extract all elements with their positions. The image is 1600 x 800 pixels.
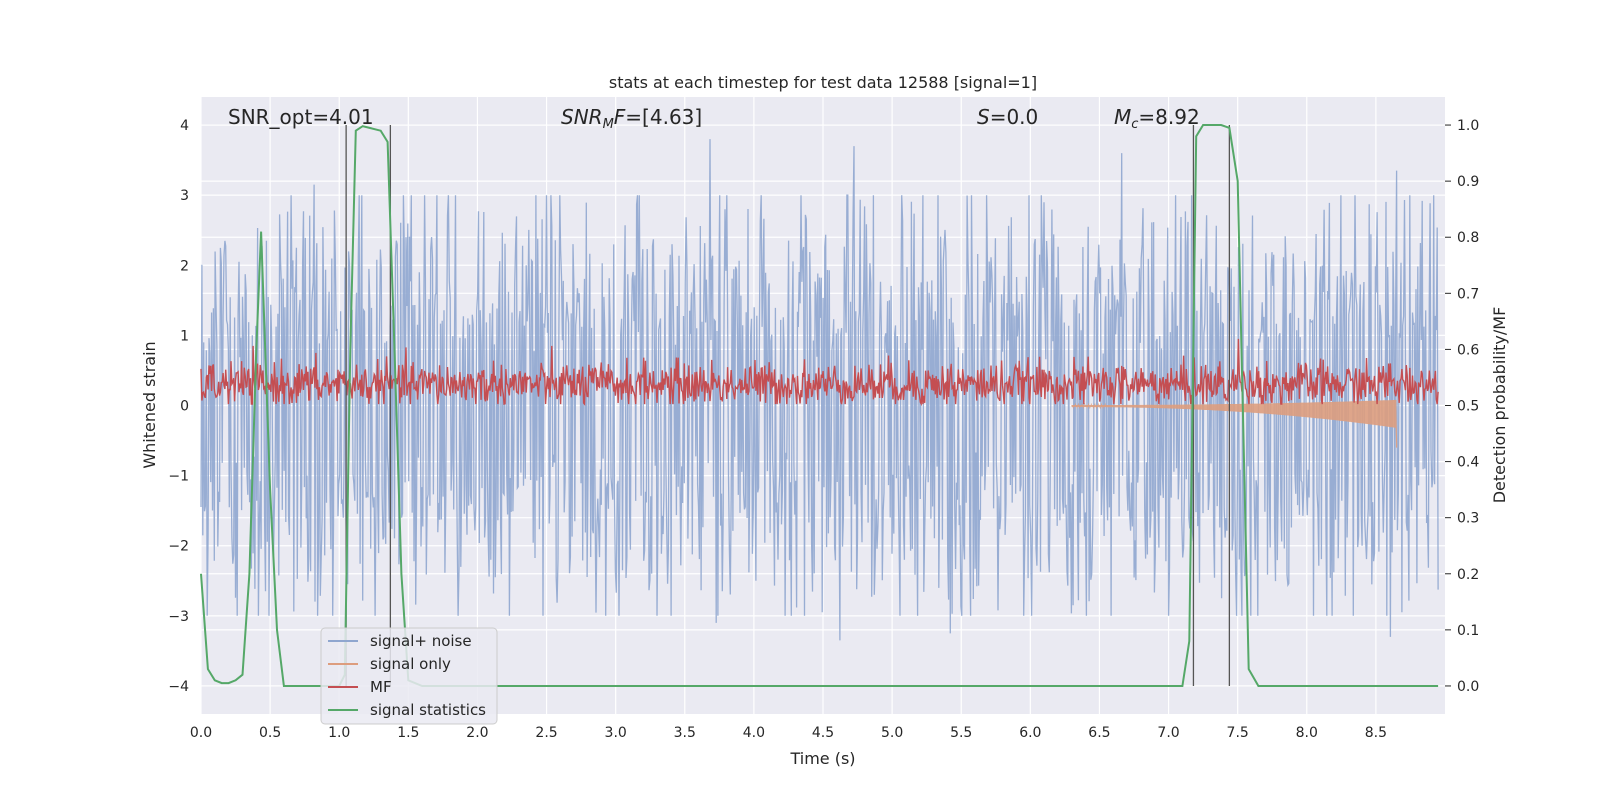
x-tick-label: 8.0 xyxy=(1296,725,1318,741)
y-axis-left-label: Whitened strain xyxy=(140,341,159,468)
legend-label-signal-statistics: signal statistics xyxy=(370,701,486,719)
x-tick-label: 4.5 xyxy=(812,725,834,741)
y-right-tick-label: 0.5 xyxy=(1457,399,1479,415)
x-tick-label: 1.5 xyxy=(397,725,419,741)
x-tick-label: 7.0 xyxy=(1157,725,1179,741)
x-tick-label: 3.0 xyxy=(605,725,627,741)
signal-only-line xyxy=(1071,399,1398,448)
y-left-tick-label: −4 xyxy=(168,679,189,695)
y-left-tick-label: 3 xyxy=(180,188,189,204)
y-axis-right-ticks: 0.0 0.1 0.2 0.3 0.4 0.5 0.6 0.7 0.8 0.9 1.0 xyxy=(1445,118,1479,695)
y-right-tick-label: 0.2 xyxy=(1457,567,1479,583)
mf-series xyxy=(200,338,1439,407)
legend-label-signal-only: signal only xyxy=(370,655,451,673)
signal-statistics-line xyxy=(200,124,1439,687)
legend: signal+ noise signal only MF signal stat… xyxy=(320,627,498,725)
signal-only-series xyxy=(1071,399,1398,448)
y-right-tick-label: 1.0 xyxy=(1457,118,1479,134)
y-left-tick-label: 0 xyxy=(180,399,189,415)
y-right-tick-label: 0.0 xyxy=(1457,679,1479,695)
legend-label-mf: MF xyxy=(370,678,392,696)
x-axis-ticks: 0.0 0.5 1.0 1.5 2.0 2.5 3.0 3.5 4.0 4.5 5.0 5.5 6.0 6… xyxy=(190,725,1387,741)
y-left-tick-label: −3 xyxy=(168,609,189,625)
x-tick-label: 3.5 xyxy=(674,725,696,741)
y-left-tick-label: −2 xyxy=(168,539,189,555)
x-axis-label: Time (s) xyxy=(789,749,855,768)
y-right-tick-label: 0.9 xyxy=(1457,174,1479,190)
x-tick-label: 7.5 xyxy=(1227,725,1249,741)
annotation-snr-mf: SNRMF=[4.63] xyxy=(561,105,702,132)
legend-label-signal-noise: signal+ noise xyxy=(370,632,472,650)
y-right-tick-label: 0.4 xyxy=(1457,455,1479,471)
y-right-tick-label: 0.7 xyxy=(1457,286,1479,302)
x-tick-label: 4.0 xyxy=(743,725,765,741)
annotation-mc: Mc=8.92 xyxy=(1114,105,1200,132)
mf-line xyxy=(200,338,1439,407)
y-left-tick-label: 1 xyxy=(180,328,189,344)
y-left-tick-label: 2 xyxy=(180,258,189,274)
x-tick-label: 8.5 xyxy=(1365,725,1387,741)
legend-box xyxy=(320,627,498,725)
x-tick-label: 5.0 xyxy=(881,725,903,741)
annotation-snr-opt: SNR_opt=4.01 xyxy=(228,105,374,129)
x-tick-label: 5.5 xyxy=(950,725,972,741)
x-tick-label: 1.0 xyxy=(328,725,350,741)
x-tick-label: 6.5 xyxy=(1088,725,1110,741)
x-tick-label: 0.0 xyxy=(190,725,212,741)
y-right-tick-label: 0.1 xyxy=(1457,623,1479,639)
y-right-tick-label: 0.8 xyxy=(1457,230,1479,246)
signal-plus-noise-line xyxy=(200,139,1439,641)
y-right-tick-label: 0.6 xyxy=(1457,342,1479,358)
y-axis-left-ticks: −4 −3 −2 −1 0 1 2 3 4 xyxy=(168,118,189,695)
x-tick-label: 2.5 xyxy=(535,725,557,741)
chart-title: stats at each timestep for test data 125… xyxy=(609,73,1037,92)
annotation-s: S=0.0 xyxy=(977,105,1038,129)
signal-statistics-series xyxy=(200,124,1439,687)
x-tick-label: 6.0 xyxy=(1019,725,1041,741)
y-axis-right-label: Detection probability/MF xyxy=(1490,307,1509,504)
y-left-tick-label: 4 xyxy=(180,118,189,134)
y-right-tick-label: 0.3 xyxy=(1457,511,1479,527)
y-left-tick-label: −1 xyxy=(168,469,189,485)
signal-plus-noise-series xyxy=(200,139,1439,641)
x-tick-label: 2.0 xyxy=(466,725,488,741)
x-tick-label: 0.5 xyxy=(259,725,281,741)
